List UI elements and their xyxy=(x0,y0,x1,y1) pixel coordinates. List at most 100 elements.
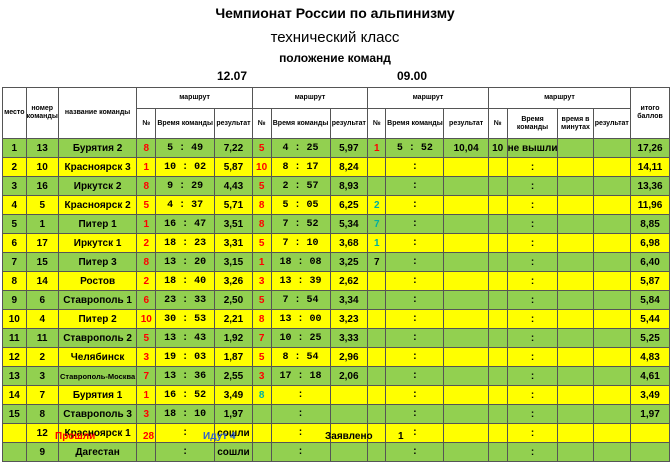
cell-r2-result: 6,25 xyxy=(329,195,369,215)
cell-r4-time: : xyxy=(506,385,559,405)
cell-r1-no xyxy=(136,423,157,443)
cell-total: 14,11 xyxy=(630,157,670,177)
cell-r3-result xyxy=(443,233,489,253)
cell-team-name: Ставрополь 3 xyxy=(57,404,138,424)
cell-r3-time: : xyxy=(385,233,445,253)
col-r2-no: № xyxy=(251,108,272,139)
cell-r2-no: 3 xyxy=(251,271,272,291)
cell-r4-minutes xyxy=(557,404,594,424)
cell-r4-no xyxy=(487,176,508,196)
cell-r1-no: 1 xyxy=(136,214,157,234)
cell-r1-result: 5,71 xyxy=(214,195,253,215)
cell-r4-no xyxy=(487,442,508,462)
cell-r2-time: 18 : 08 xyxy=(270,252,331,272)
cell-r2-result: 8,24 xyxy=(329,157,369,177)
cell-total: 5,44 xyxy=(630,309,670,329)
cell-r1-no: 8 xyxy=(136,138,157,158)
cell-place: 10 xyxy=(2,309,27,329)
cell-team-no: 14 xyxy=(25,271,59,291)
cell-team-name: Бурятия 2 xyxy=(57,138,138,158)
cell-r1-time: : xyxy=(155,442,216,462)
cell-r4-time: : xyxy=(506,347,559,367)
cell-r4-result xyxy=(592,138,632,158)
cell-r3-result xyxy=(443,290,489,310)
cell-r3-no xyxy=(367,385,387,405)
cell-team-no: 12 xyxy=(25,423,59,443)
cell-r1-result: 4,43 xyxy=(214,176,253,196)
cell-r3-no xyxy=(367,328,387,348)
cell-team-name: Челябинск xyxy=(57,347,138,367)
cell-r4-result xyxy=(592,309,632,329)
cell-r4-time: : xyxy=(506,195,559,215)
cell-r2-result: 2,96 xyxy=(329,347,369,367)
cell-r1-time: 9 : 29 xyxy=(155,176,216,196)
table-row: 9 6 Ставрополь 1 6 23 : 33 2,50 5 7 : 54 3,34::5… xyxy=(2,290,670,310)
cell-r3-result xyxy=(443,442,489,462)
table-row: 15 8 Ставрополь 3 3 18 : 10 1,97:::1,97 xyxy=(2,404,670,424)
cell-r4-minutes xyxy=(557,176,594,196)
col-route-2: маршрут xyxy=(251,87,369,109)
cell-r3-result xyxy=(443,309,489,329)
cell-r4-minutes xyxy=(557,347,594,367)
cell-r4-time: : xyxy=(506,233,559,253)
col-r1-time: Время команды xyxy=(155,108,216,139)
cell-r3-time: : xyxy=(385,366,445,386)
cell-r1-result: 1,97 xyxy=(214,404,253,424)
cell-place: 1 xyxy=(2,138,27,158)
cell-r2-no: 5 xyxy=(251,290,272,310)
cell-r2-result xyxy=(329,404,369,424)
cell-place: 15 xyxy=(2,404,27,424)
col-r4-result: результат xyxy=(592,108,632,139)
cell-r2-no: 3 xyxy=(251,366,272,386)
cell-r1-time: 18 : 23 xyxy=(155,233,216,253)
cell-r3-no xyxy=(367,271,387,291)
cell-total: 11,96 xyxy=(630,195,670,215)
cell-r4-time: : xyxy=(506,423,559,443)
cell-team-name: Иркутск 2 xyxy=(57,176,138,196)
footer-passed-value: 28 xyxy=(143,431,155,442)
cell-r2-result: 5,34 xyxy=(329,214,369,234)
cell-r3-result xyxy=(443,404,489,424)
cell-r4-no: 10 xyxy=(487,138,508,158)
cell-r3-result xyxy=(443,366,489,386)
cell-r1-time: 18 : 10 xyxy=(155,404,216,424)
cell-r2-no xyxy=(251,423,272,443)
table-row: 11 11 Ставрополь 2 5 13 : 43 1,92 7 10 : 25 3,33… xyxy=(2,328,670,348)
table-row: 5 1 Питер 1 1 16 : 47 3,51 8 7 : 52 5,34 7::8,85 xyxy=(2,214,670,234)
cell-r1-result: сошли xyxy=(214,423,253,443)
cell-r4-time: : xyxy=(506,442,559,462)
table-row: 8 14 Ростов 2 18 : 40 3,26 3 13 : 39 2,62:: 5,87 xyxy=(2,271,670,291)
cell-r1-time: 5 : 49 xyxy=(155,138,216,158)
cell-r2-time: : xyxy=(270,385,331,405)
cell-r4-time: : xyxy=(506,404,559,424)
cell-r2-result: 3,33 xyxy=(329,328,369,348)
cell-r4-minutes xyxy=(557,157,594,177)
cell-r2-time: 13 : 39 xyxy=(270,271,331,291)
cell-r4-minutes xyxy=(557,195,594,215)
col-r1-result: результат xyxy=(214,108,253,139)
cell-team-no: 5 xyxy=(25,195,59,215)
cell-r1-time: 4 : 37 xyxy=(155,195,216,215)
cell-r3-no xyxy=(367,423,387,443)
cell-r3-time: 5 : 52 xyxy=(385,138,445,158)
cell-r4-time: : xyxy=(506,157,559,177)
cell-r3-time: : xyxy=(385,423,445,443)
cell-r4-result xyxy=(592,252,632,272)
cell-r3-no xyxy=(367,442,387,462)
cell-r2-time: 7 : 10 xyxy=(270,233,331,253)
cell-team-no: 9 xyxy=(25,442,59,462)
cell-r3-time: : xyxy=(385,328,445,348)
cell-total: 1,97 xyxy=(630,404,670,424)
cell-place xyxy=(2,423,27,443)
cell-r4-no xyxy=(487,309,508,329)
cell-r2-time: : xyxy=(270,442,331,462)
cell-team-no: 6 xyxy=(25,290,59,310)
cell-r4-no xyxy=(487,328,508,348)
cell-r3-result xyxy=(443,176,489,196)
cell-r2-result: 8,93 xyxy=(329,176,369,196)
cell-r1-result: сошли xyxy=(214,442,253,462)
col-route-3: маршрут xyxy=(367,87,489,109)
cell-r4-time: : xyxy=(506,290,559,310)
cell-r3-time: : xyxy=(385,271,445,291)
cell-r2-no: 5 xyxy=(251,138,272,158)
